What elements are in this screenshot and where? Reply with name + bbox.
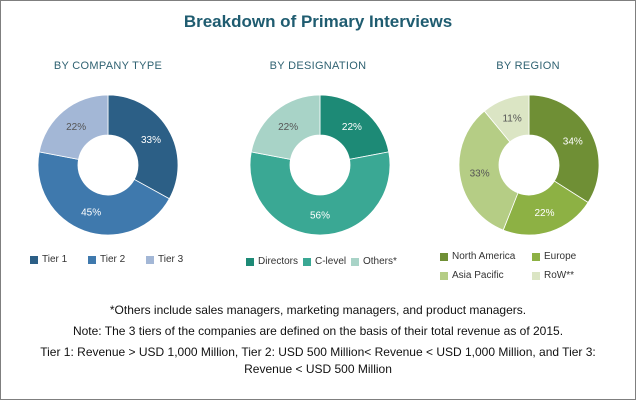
- donut-slice-north-america: [528, 94, 600, 204]
- legend-row: RoW**: [532, 270, 574, 281]
- legend-label: Asia Pacific: [452, 270, 504, 281]
- donut-slice-asia-pacific: [458, 110, 519, 231]
- slice-value-label: 22%: [278, 122, 298, 133]
- legend-label: Europe: [544, 251, 577, 262]
- legend-label: Directors: [258, 256, 299, 267]
- donut-slice-others-: [250, 94, 321, 160]
- footnote-tiers-definition-line1: Tier 1: Revenue > USD 1,000 Million, Tie…: [40, 345, 596, 359]
- legend-label: C-level: [315, 256, 347, 267]
- legend-tier-3: Tier 3: [146, 254, 183, 265]
- legend-swatch: [30, 255, 38, 264]
- slice-value-label: 33%: [141, 135, 161, 146]
- donut-slice-c-level: [249, 151, 391, 236]
- legend-swatch: [532, 271, 540, 280]
- legend-north-america: North America: [440, 251, 515, 262]
- legend-asia-pacific: Asia Pacific: [440, 270, 504, 281]
- donut-slice-tier-2: [37, 151, 170, 236]
- slice-value-label: 45%: [81, 208, 101, 219]
- legend-tier-1: Tier 1: [30, 254, 67, 265]
- donut-company-type: 33% 45% 22%: [37, 94, 179, 236]
- footnote-tiers-definition-line2: Revenue < USD 500 Million: [244, 362, 392, 376]
- legend-directors: Directors: [246, 256, 298, 267]
- footnote-tiers-basis: Note: The 3 tiers of the companies are d…: [72, 324, 564, 338]
- legend-swatch: [246, 257, 254, 266]
- legend-label: Others*: [363, 256, 397, 267]
- legend-others: Others*: [351, 256, 397, 267]
- legend-europe: Europe: [532, 251, 576, 262]
- slice-value-label: 56%: [310, 211, 330, 222]
- donut-slice-tier-1: [107, 94, 179, 200]
- legend-swatch: [351, 257, 359, 266]
- legend-swatch: [88, 255, 96, 264]
- slice-value-label: 33%: [470, 168, 490, 179]
- legend-c-level: C-level: [303, 256, 346, 267]
- donut-region: 34% 22% 33% 11%: [458, 94, 600, 236]
- legend-swatch: [303, 257, 311, 266]
- slice-value-label: 34%: [563, 136, 583, 147]
- footnote-others: *Others include sales managers, marketin…: [109, 303, 527, 317]
- legend-swatch: [146, 255, 154, 264]
- donut-slice-row-: [483, 94, 530, 143]
- panel-title-region: BY REGION: [496, 60, 560, 72]
- slice-value-label: 22%: [66, 122, 86, 133]
- legend-label: Tier 1: [42, 254, 68, 265]
- legend-label: Tier 2: [100, 254, 126, 265]
- legend-label: Tier 3: [158, 254, 184, 265]
- legend-swatch: [440, 252, 448, 261]
- donut-designation: 22% 56% 22%: [249, 94, 391, 236]
- chart-title: Breakdown of Primary Interviews: [183, 12, 453, 31]
- slice-value-label: 11%: [502, 114, 521, 125]
- legend-label: North America: [452, 251, 516, 262]
- legend-tier-2: Tier 2: [88, 254, 125, 265]
- donut-slice-tier-3: [38, 94, 109, 160]
- legend-swatch: [532, 252, 540, 261]
- slice-value-label: 22%: [534, 208, 554, 219]
- legend-swatch: [440, 271, 448, 280]
- slice-value-label: 22%: [342, 122, 362, 133]
- panel-title-company-type: BY COMPANY TYPE: [53, 60, 163, 72]
- panel-title-designation: BY DESIGNATION: [269, 60, 367, 72]
- legend-label: RoW**: [544, 270, 575, 281]
